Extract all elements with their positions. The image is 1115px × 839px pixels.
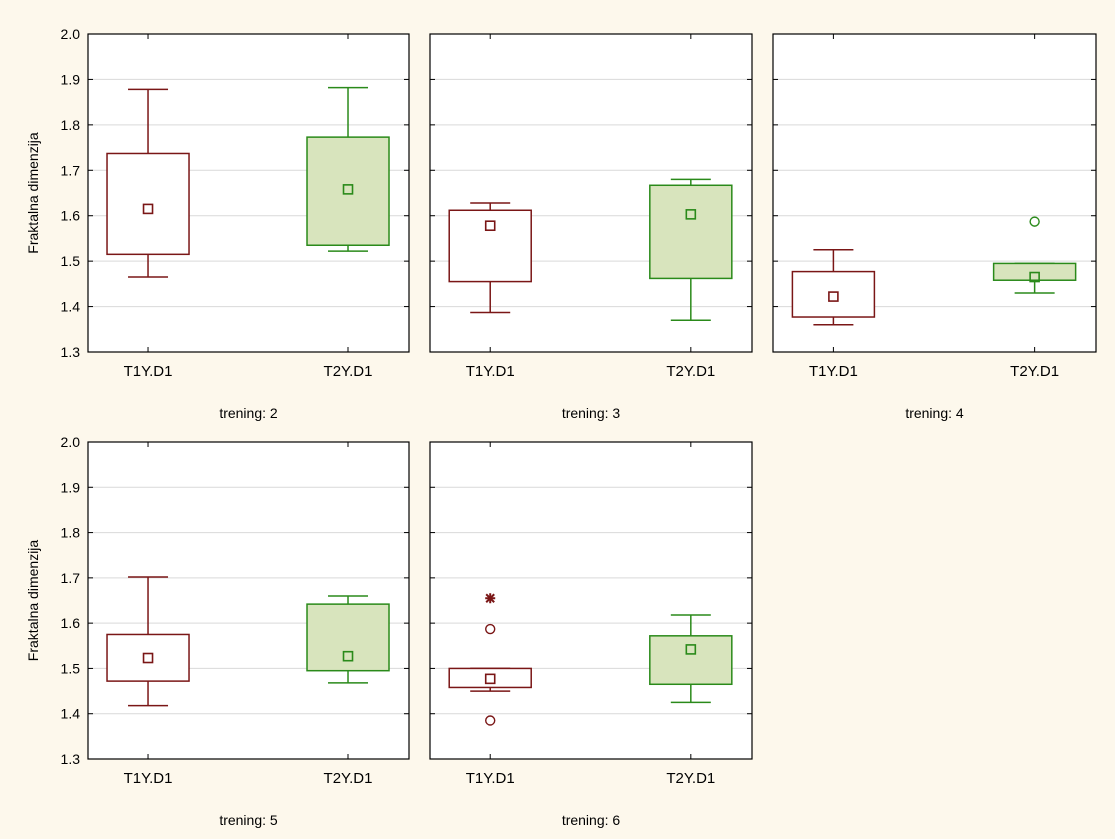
x-tick-label: T1Y.D1 bbox=[124, 770, 173, 787]
plot-frame bbox=[87, 441, 410, 760]
iqr-box bbox=[448, 209, 532, 283]
y-tick-label: 1.4 bbox=[61, 706, 81, 722]
median-marker bbox=[685, 209, 697, 220]
y-tick-label: 1.9 bbox=[61, 479, 81, 495]
median-marker bbox=[685, 644, 697, 655]
iqr-box bbox=[649, 184, 733, 280]
panel-title: trening: 2 bbox=[219, 405, 278, 421]
x-tick-label: T1Y.D1 bbox=[124, 363, 173, 380]
plot-area bbox=[88, 442, 409, 759]
iqr-box bbox=[106, 633, 190, 682]
box-T1Y.D1: T1Y.D1 bbox=[448, 34, 532, 380]
x-tick-label: T2Y.D1 bbox=[324, 363, 373, 380]
plot-frame bbox=[429, 33, 753, 353]
panel-title: trening: 6 bbox=[562, 812, 621, 828]
panel-title: trening: 4 bbox=[905, 405, 964, 421]
y-axis-label: Fraktalna dimenzija bbox=[25, 132, 41, 254]
y-tick-label: 1.5 bbox=[61, 253, 81, 269]
panel-1: 2.0 1.9 1.8 1.7 1.6 1.5 1.4 1.3 Fraktalna dimenz… bbox=[25, 26, 410, 421]
x-tick-label: T2Y.D1 bbox=[666, 770, 715, 787]
y-tick-label: 1.6 bbox=[61, 208, 81, 224]
median-marker bbox=[1029, 271, 1040, 283]
outlier-point bbox=[485, 715, 496, 726]
y-tick-label: 1.9 bbox=[61, 71, 81, 87]
plot-frame bbox=[87, 33, 410, 353]
extreme-point bbox=[485, 593, 496, 604]
box-T1Y.D1: T1Y.D1 bbox=[106, 34, 190, 380]
y-tick-label: 1.3 bbox=[61, 751, 81, 767]
panel-title: trening: 5 bbox=[219, 812, 278, 828]
median-marker bbox=[484, 673, 496, 685]
median-marker bbox=[142, 652, 154, 664]
iqr-box bbox=[649, 635, 733, 686]
panel-title: trening: 3 bbox=[562, 405, 621, 421]
box-T2Y.D1: T2Y.D1 bbox=[306, 442, 390, 787]
median-marker bbox=[342, 650, 354, 662]
y-tick-label: 2.0 bbox=[61, 26, 81, 42]
iqr-box bbox=[306, 603, 390, 672]
iqr-box bbox=[306, 136, 390, 246]
iqr-box bbox=[106, 152, 190, 256]
x-tick-label: T1Y.D1 bbox=[466, 363, 515, 380]
box-T2Y.D1: T2Y.D1 bbox=[306, 34, 390, 380]
panel-2: T1Y.D1 T2Y.D1 trening: 3 bbox=[429, 33, 753, 421]
plot-area bbox=[430, 442, 752, 759]
plot-frame bbox=[429, 441, 753, 760]
y-axis-label: Fraktalna dimenzija bbox=[25, 540, 41, 662]
box-T2Y.D1: T2Y.D1 bbox=[992, 34, 1077, 380]
panel-4: 2.0 1.9 1.8 1.7 1.6 1.5 1.4 1.3 Fraktalna dimenz… bbox=[25, 434, 410, 828]
panel-5: T1Y.D1 T2Y.D1 trening: 6 bbox=[429, 441, 753, 828]
y-tick-label: 1.8 bbox=[61, 117, 81, 133]
y-tick-label: 1.7 bbox=[61, 162, 81, 178]
median-marker bbox=[484, 220, 496, 232]
outlier-point bbox=[1029, 216, 1040, 227]
x-tick-label: T2Y.D1 bbox=[666, 363, 715, 380]
y-tick-label: 1.4 bbox=[61, 299, 81, 315]
box-T1Y.D1: T1Y.D1 bbox=[791, 34, 876, 380]
box-T2Y.D1: T2Y.D1 bbox=[649, 34, 733, 380]
panel-3: T1Y.D1 T2Y.D1 trening: 4 bbox=[772, 33, 1097, 421]
y-tick-label: 1.8 bbox=[61, 525, 81, 541]
iqr-box bbox=[448, 667, 532, 689]
y-tick-label: 1.5 bbox=[61, 660, 81, 676]
x-tick-label: T2Y.D1 bbox=[1010, 363, 1059, 380]
y-tick-label: 2.0 bbox=[61, 434, 81, 450]
median-marker bbox=[142, 203, 154, 215]
median-marker bbox=[342, 184, 354, 195]
x-tick-label: T2Y.D1 bbox=[324, 770, 373, 787]
box-T1Y.D1: T1Y.D1 bbox=[106, 442, 190, 787]
x-tick-label: T1Y.D1 bbox=[809, 363, 858, 380]
iqr-box bbox=[791, 270, 876, 318]
outlier-point bbox=[485, 623, 496, 635]
y-tick-label: 1.3 bbox=[61, 344, 81, 360]
box-T1Y.D1: T1Y.D1 bbox=[448, 442, 532, 787]
median-marker bbox=[828, 291, 839, 302]
box-T2Y.D1: T2Y.D1 bbox=[649, 442, 733, 787]
y-tick-label: 1.6 bbox=[61, 615, 81, 631]
y-tick-label: 1.7 bbox=[61, 570, 81, 586]
plot-frame bbox=[772, 33, 1097, 353]
x-tick-label: T1Y.D1 bbox=[466, 770, 515, 787]
